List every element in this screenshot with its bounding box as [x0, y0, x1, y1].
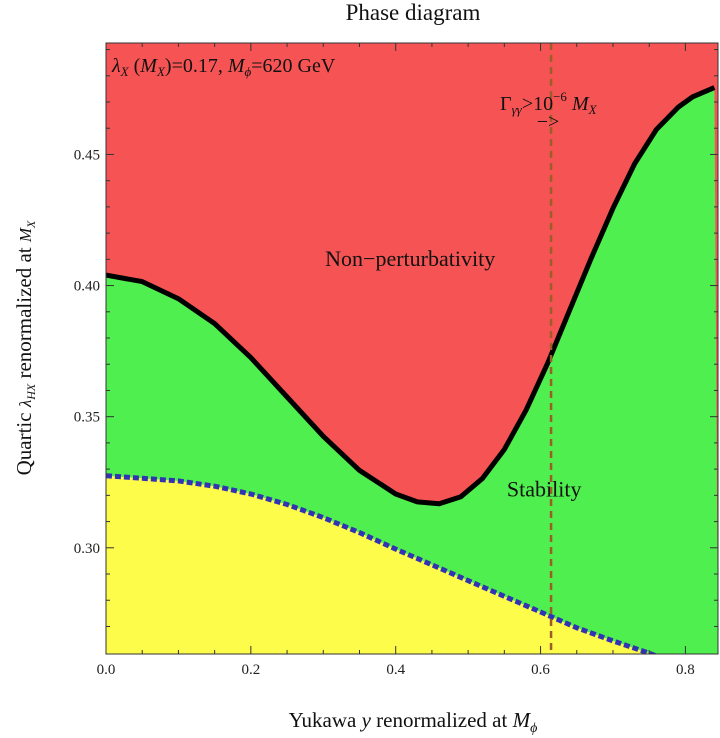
width-threshold-arrow: −>: [537, 111, 560, 133]
x-tick-label: 0.2: [241, 662, 260, 678]
x-axis-label: Yukawa y renormalized at Mϕ: [289, 708, 538, 736]
y-tick-label: 0.30: [74, 541, 100, 557]
region-label-stability: Stability: [507, 477, 582, 502]
x-tick-label: 0.0: [97, 662, 116, 678]
x-tick-label: 0.4: [386, 662, 405, 678]
parameter-annotation: λX (MX)=0.17, Mϕ=620 GeV: [111, 55, 336, 79]
y-tick-label: 0.40: [74, 279, 100, 295]
y-axis-label: Quartic λHX renormalized at MX: [12, 220, 38, 475]
region-label-non-perturbativity: Non−perturbativity: [325, 246, 495, 271]
x-tick-label: 0.6: [531, 662, 550, 678]
x-tick-label: 0.8: [676, 662, 695, 678]
y-tick-label: 0.35: [74, 410, 100, 426]
chart-title: Phase diagram: [346, 0, 481, 25]
y-tick-label: 0.45: [74, 147, 100, 163]
plot-regions: [106, 43, 718, 667]
